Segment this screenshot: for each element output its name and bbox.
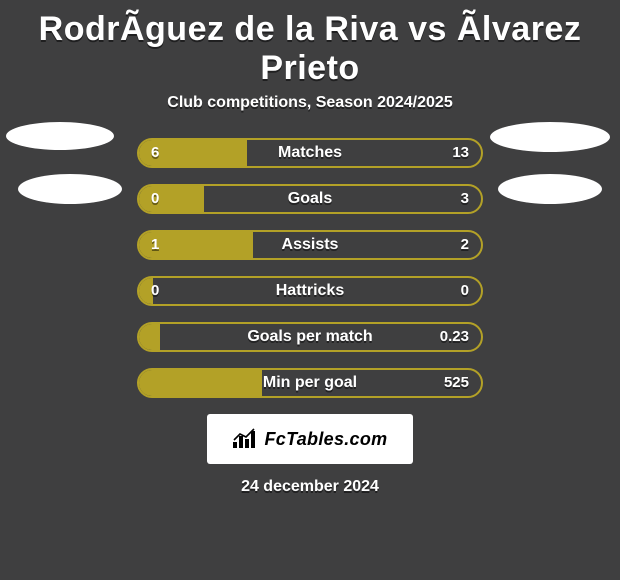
brand-text: FcTables.com bbox=[265, 429, 388, 450]
stat-row: 0Hattricks0 bbox=[137, 276, 483, 306]
page-title: RodrÃ­guez de la Riva vs Ãlvarez Prieto bbox=[0, 10, 620, 88]
player-placeholder-ellipse bbox=[498, 174, 602, 204]
stat-row-fill bbox=[139, 324, 160, 350]
player-placeholder-ellipse bbox=[490, 122, 610, 152]
stat-left-value: 1 bbox=[151, 232, 159, 258]
stat-row-fill bbox=[139, 370, 262, 396]
stat-row: 6Matches13 bbox=[137, 138, 483, 168]
stat-right-value: 3 bbox=[461, 186, 469, 212]
stat-label: Hattricks bbox=[139, 278, 481, 304]
stat-row-fill bbox=[139, 186, 204, 212]
stat-right-value: 13 bbox=[452, 140, 469, 166]
subtitle: Club competitions, Season 2024/2025 bbox=[0, 94, 620, 112]
stat-left-value: 0 bbox=[151, 278, 159, 304]
chart-bars-icon bbox=[233, 428, 259, 450]
stat-row: Goals per match0.23 bbox=[137, 322, 483, 352]
date-label: 24 december 2024 bbox=[0, 478, 620, 496]
player-placeholder-ellipse bbox=[18, 174, 122, 204]
player-placeholder-ellipse bbox=[6, 122, 114, 150]
stat-left-value: 6 bbox=[151, 140, 159, 166]
stat-row: Min per goal525 bbox=[137, 368, 483, 398]
stat-right-value: 0.23 bbox=[440, 324, 469, 350]
stat-right-value: 0 bbox=[461, 278, 469, 304]
stat-right-value: 2 bbox=[461, 232, 469, 258]
stat-row: 1Assists2 bbox=[137, 230, 483, 260]
brand-box: FcTables.com bbox=[207, 414, 413, 464]
stat-row: 0Goals3 bbox=[137, 184, 483, 214]
stat-right-value: 525 bbox=[444, 370, 469, 396]
stat-left-value: 0 bbox=[151, 186, 159, 212]
stat-label: Goals per match bbox=[139, 324, 481, 350]
